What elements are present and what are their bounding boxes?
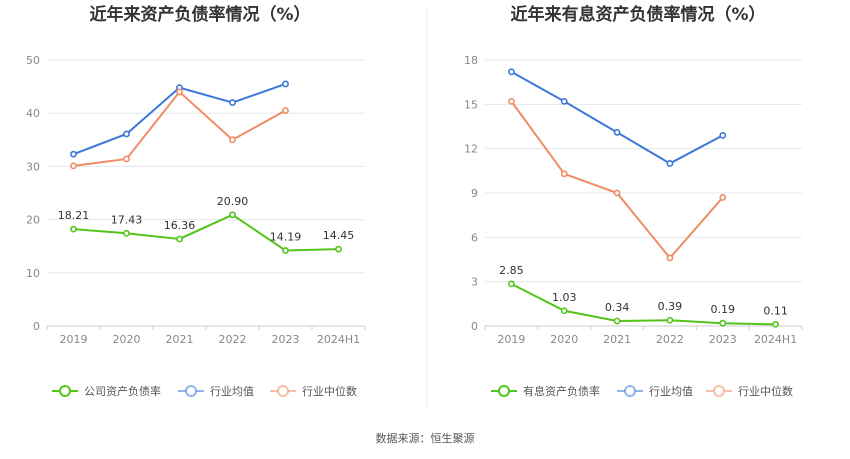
y-tick-label: 10 [26,267,40,280]
data-point [123,155,130,163]
legend-label: 行业均值 [210,385,254,398]
data-point [508,280,515,288]
x-tick-label: 2021 [166,333,194,346]
data-point [560,307,568,315]
data-point [666,160,674,167]
chart-panel-2: 近年来有息资产负债率情况（%） 0 3 6 9 12 15 18 2019 2020 2021 202… [464,4,803,398]
data-point [508,97,515,105]
data-label: 2.85 [499,264,524,277]
legend-label: 行业中位数 [738,384,793,398]
data-label: 0.34 [605,301,630,314]
x-tick-label: 2021 [603,333,631,346]
series-line [510,70,724,165]
data-point [176,235,183,243]
legend-marker [624,385,636,397]
y-tick-label: 40 [26,107,40,120]
data-label: 18.21 [58,209,90,222]
chart-title: 近年来有息资产负债率情况（%） [510,4,765,25]
x-tick-label: 2020 [113,333,141,346]
data-point [560,97,568,105]
data-source-text: 数据来源：恒生聚源 [376,431,475,445]
data-point [508,68,515,76]
data-label: 20.90 [217,195,249,208]
x-tick-label: 2023 [272,333,300,346]
data-label: 1.03 [552,291,577,304]
data-point [123,229,130,237]
data-label: 0.11 [763,304,788,317]
data-point [123,130,130,138]
x-tick-label: 2022 [219,333,247,346]
data-point [560,170,568,178]
data-label: 0.19 [711,303,736,316]
y-tick-label: 15 [464,98,478,111]
x-tick-label: 2024H1 [317,333,360,346]
data-point [229,99,236,106]
y-tick-label: 6 [471,231,478,244]
y-tick-label: 9 [471,187,478,200]
x-tick-label: 2022 [656,333,684,346]
x-tick-label: 2023 [709,333,737,346]
data-point [229,211,236,219]
data-point [70,162,77,170]
chart-panel-1: 近年来资产负债率情况（%） 0 10 20 30 40 50 2019 2020 2021 2022… [26,4,366,398]
legend-label: 公司资产负债率 [84,384,161,398]
legend-label: 行业均值 [649,385,693,398]
data-point [719,194,727,201]
data-point [282,80,289,88]
y-tick-label: 50 [26,54,40,67]
data-point [335,245,342,253]
y-tick-label: 18 [464,54,478,67]
data-point [613,129,621,136]
data-label: 16.36 [164,219,196,232]
data-label: 17.43 [111,213,143,226]
series-line [510,100,724,260]
y-tick-label: 30 [26,160,40,173]
x-tick-label: 2019 [497,333,525,346]
y-tick-label: 12 [464,143,478,156]
data-point [772,320,779,328]
data-point [70,225,77,233]
data-point [229,136,236,144]
data-point [70,150,77,158]
data-point [176,88,183,96]
legend-marker [185,385,197,397]
series-line [73,213,339,252]
y-tick-label: 3 [471,276,478,289]
data-point [719,319,727,327]
data-point [282,107,289,114]
data-label: 0.39 [658,300,683,313]
chart-title: 近年来资产负债率情况（%） [89,4,310,25]
data-point [719,131,727,139]
data-point [666,254,674,262]
legend-marker [498,385,510,397]
legend-label: 行业中位数 [302,384,357,398]
legend-marker [713,385,725,397]
y-tick-label: 0 [471,320,478,333]
x-tick-label: 2024H1 [754,333,797,346]
data-label: 14.45 [323,229,355,242]
data-point [613,317,621,325]
y-tick-label: 0 [33,320,40,333]
x-tick-label: 2019 [60,333,88,346]
data-label: 14.19 [270,231,302,244]
legend-label: 有息资产负债率 [523,384,600,398]
data-point [613,189,621,197]
series-line [73,90,286,167]
x-tick-label: 2020 [550,333,578,346]
legend-marker [59,385,71,397]
data-point [282,247,289,254]
y-tick-label: 20 [26,214,40,227]
series-line [510,282,776,326]
data-point [666,316,674,324]
legend-marker [277,385,289,397]
